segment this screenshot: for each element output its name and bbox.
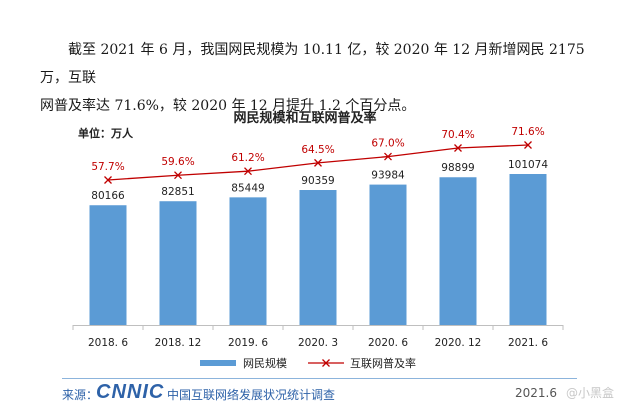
x-tick-label: 2020. 3	[298, 337, 338, 349]
cnnic-logo: CNNIC	[96, 381, 165, 403]
footer: 来源： CNNIC 中国互联网络发展状况统计调查 2021.6	[62, 381, 577, 404]
bar-5	[369, 184, 407, 325]
paragraph-line-2: 网普及率达 71.6%，较 2020 年 12 月提升 1.2 个百分点。	[40, 98, 416, 114]
bar-3	[229, 197, 267, 325]
bar-6	[439, 177, 477, 325]
bar-7	[509, 174, 547, 325]
rate-label: 61.2%	[231, 152, 264, 164]
rate-label: 67.0%	[371, 138, 404, 150]
legend-line-label: 互联网普及率	[350, 356, 416, 370]
x-tick-label: 2020. 12	[435, 337, 482, 349]
source-label: 来源：	[62, 388, 99, 402]
legend-bar-swatch	[200, 360, 236, 366]
rate-point-6	[454, 144, 462, 152]
source-org: 中国互联网络发展状况统计调查	[167, 388, 336, 402]
rate-label: 57.7%	[91, 161, 124, 173]
chart-title: 网民规模和互联网普及率	[233, 110, 376, 126]
bar-value-label: 90359	[301, 175, 334, 187]
bar-1	[89, 205, 127, 325]
footer-divider	[62, 378, 577, 379]
legend-bar-label: 网民规模	[243, 356, 287, 370]
bar-value-label: 85449	[231, 182, 264, 194]
report-paragraph: 截至 2021 年 6 月，我国网民规模为 10.11 亿，较 2020 年 1…	[40, 36, 600, 120]
bar-value-label: 101074	[508, 159, 548, 171]
x-tick-label: 2018. 6	[88, 337, 128, 349]
x-tick-label: 2020. 6	[368, 337, 408, 349]
x-tick-label: 2018. 12	[155, 337, 202, 349]
legend-line-marker	[322, 359, 330, 367]
watermark: @小黑盒	[566, 386, 615, 400]
rate-point-5	[384, 152, 392, 161]
bar-value-label: 93984	[371, 170, 405, 182]
bar-value-label: 82851	[161, 186, 194, 198]
rate-label: 59.6%	[161, 156, 194, 168]
bar-2	[159, 201, 197, 325]
x-tick-label: 2019. 6	[228, 337, 268, 349]
rate-label: 71.6%	[511, 126, 544, 138]
bar-value-label: 98899	[441, 162, 474, 174]
rate-label: 70.4%	[441, 129, 474, 141]
bar-value-label: 80166	[91, 190, 125, 202]
bar-4	[299, 190, 337, 325]
rate-point-2	[174, 171, 182, 180]
rate-label: 64.5%	[301, 144, 334, 156]
rate-point-1	[104, 176, 112, 184]
rate-point-3	[244, 167, 252, 176]
rate-point-7	[524, 141, 532, 149]
rate-point-4	[314, 158, 322, 167]
paragraph-line-1: 截至 2021 年 6 月，我国网民规模为 10.11 亿，较 2020 年 1…	[40, 42, 585, 86]
unit-label: 单位：万人	[78, 126, 134, 140]
report-date: 2021.6	[515, 386, 557, 400]
x-tick-label: 2021. 6	[508, 337, 548, 349]
